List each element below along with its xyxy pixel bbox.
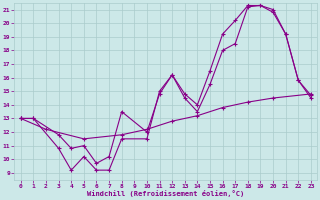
X-axis label: Windchill (Refroidissement éolien,°C): Windchill (Refroidissement éolien,°C) <box>87 190 244 197</box>
